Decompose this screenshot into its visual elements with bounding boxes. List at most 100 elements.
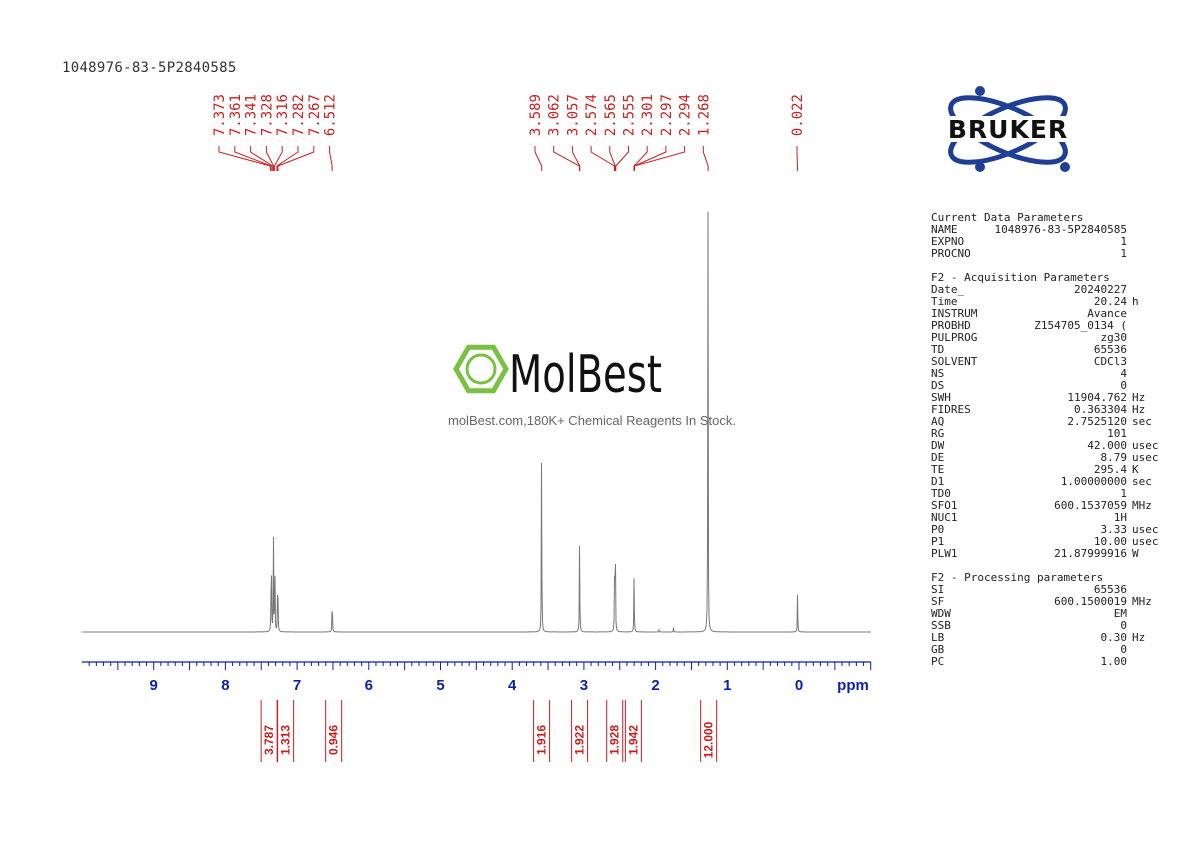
param-value: 21.87999916 — [1054, 547, 1127, 560]
param-value: 101 — [1107, 427, 1127, 440]
integral-bracket — [700, 700, 718, 762]
param-unit: usec — [1132, 451, 1159, 464]
peak-pointer — [702, 146, 709, 171]
param-value: 65536 — [1093, 583, 1127, 596]
peak-pointer — [615, 146, 629, 171]
param-name: EXPNO — [931, 235, 965, 248]
param-name: PC — [931, 655, 945, 668]
orbit-1 — [948, 95, 1068, 165]
param-row: DW 42.000 usec — [931, 440, 1171, 452]
param-row: D1 1.00000000 sec — [931, 476, 1171, 488]
param-name: P1 — [931, 535, 945, 548]
param-row: EXPNO 1 — [931, 236, 1171, 248]
param-value: 10.00 — [1093, 535, 1127, 548]
param-row: LB 0.30 Hz — [931, 632, 1171, 644]
peak-label: 2.574 — [584, 94, 600, 136]
param-unit: h — [1132, 295, 1139, 308]
spectrum-title: 1048976-83-5P2840585 — [62, 60, 237, 76]
param-row: PLW1 21.87999916 W — [931, 548, 1171, 560]
peak-label: 2.555 — [622, 94, 638, 136]
param-value: 42.000 — [1087, 439, 1127, 452]
orbit-2 — [948, 95, 1068, 165]
spectrum-line — [82, 211, 871, 633]
molbest-logo: MolBest — [453, 344, 662, 405]
param-row: INSTRUM Avance — [931, 308, 1171, 320]
peak-pointer — [265, 146, 275, 171]
integral-bracket — [624, 700, 642, 762]
integral-bracket — [571, 700, 589, 762]
peak-pointer — [609, 146, 616, 171]
param-unit: Hz — [1132, 403, 1146, 416]
electron-2 — [1060, 162, 1070, 172]
param-name: NUC1 — [931, 511, 958, 524]
param-row: Date_ 20240227 — [931, 284, 1171, 296]
param-row: P1 10.00 usec — [931, 536, 1171, 548]
param-row: WDW EM — [931, 608, 1171, 620]
peak-label: 7.267 — [307, 94, 323, 136]
param-row: RG 101 — [931, 428, 1171, 440]
peak-label: 1.268 — [696, 94, 712, 136]
ppm-axis: 9 8 7 6 5 4 3 2 1 0 ppm — [82, 661, 872, 694]
param-unit: usec — [1132, 439, 1159, 452]
spectrum-trace — [82, 211, 871, 633]
param-name: SSB — [931, 619, 951, 632]
watermark-brand: MolBest — [509, 345, 662, 405]
param-value: 20240227 — [1074, 283, 1127, 296]
param-row: PROCNO 1 — [931, 248, 1171, 260]
peak-pointer — [534, 146, 543, 171]
integral-bracket — [325, 700, 343, 762]
param-unit: MHz — [1132, 499, 1152, 512]
peak-pointer — [234, 146, 272, 171]
param-row: PULPROG zg30 — [931, 332, 1171, 344]
peak-label: 2.565 — [603, 94, 619, 136]
param-value: 1 — [1120, 487, 1127, 500]
param-value: 1 — [1120, 247, 1127, 260]
integral-value: 1.928 — [608, 725, 622, 755]
peak-label: 3.062 — [547, 94, 563, 136]
integral-value: 12.000 — [702, 721, 716, 758]
param-value: 20.24 — [1093, 295, 1127, 308]
param-name: SFO1 — [931, 499, 958, 512]
param-row: SFO1 600.1537059 MHz — [931, 500, 1171, 512]
peak-label: 7.361 — [228, 94, 244, 136]
nmr-spectrum-chart: MolBest 7.373 7.361 7.341 7.328 7.316 7.282 7.… — [82, 94, 872, 762]
peak-pointer — [218, 146, 271, 171]
param-value: 1.00000000 — [1060, 475, 1127, 488]
param-name: SI — [931, 583, 945, 596]
param-name: FIDRES — [931, 403, 971, 416]
param-name: DE — [931, 451, 945, 464]
param-row: SI 65536 — [931, 584, 1171, 596]
peak-labels: 7.373 7.361 7.341 7.328 7.316 7.282 7.267 6.512… — [212, 94, 806, 171]
param-name: Date_ — [931, 283, 965, 296]
peak-pointer — [329, 146, 333, 171]
integral-value: 1.942 — [626, 725, 640, 755]
x-tick-label: 1 — [723, 677, 731, 694]
peak-label: 7.328 — [259, 94, 275, 136]
param-value: 0.30 — [1100, 631, 1128, 644]
param-unit: Hz — [1132, 391, 1146, 404]
peak-pointer — [250, 146, 274, 171]
param-row: TD0 1 — [931, 488, 1171, 500]
param-name: INSTRUM — [931, 307, 978, 320]
integral-bracket — [606, 700, 624, 762]
param-row: PC 1.00 — [931, 656, 1171, 668]
param-row: PROBHD Z154705_0134 ( — [931, 320, 1171, 332]
x-tick-label: 0 — [795, 677, 803, 694]
x-axis-label: ppm — [837, 677, 869, 694]
param-name: WDW — [931, 607, 951, 620]
param-row: FIDRES 0.363304 Hz — [931, 404, 1171, 416]
x-tick-label: 2 — [651, 677, 659, 694]
param-value: 1.00 — [1100, 655, 1128, 668]
peak-label: 7.341 — [244, 94, 260, 136]
param-name: RG — [931, 427, 945, 440]
peak-pointer — [590, 146, 615, 171]
param-value: 4 — [1120, 367, 1127, 380]
param-value: 0 — [1120, 619, 1127, 632]
param-name: P0 — [931, 523, 945, 536]
x-tick-label: 3 — [580, 677, 588, 694]
param-value: 1H — [1113, 511, 1127, 524]
param-unit: sec — [1132, 475, 1152, 488]
peak-pointer — [277, 146, 315, 171]
param-name: PROCNO — [931, 247, 971, 260]
benzene-inner-ring — [465, 353, 497, 385]
